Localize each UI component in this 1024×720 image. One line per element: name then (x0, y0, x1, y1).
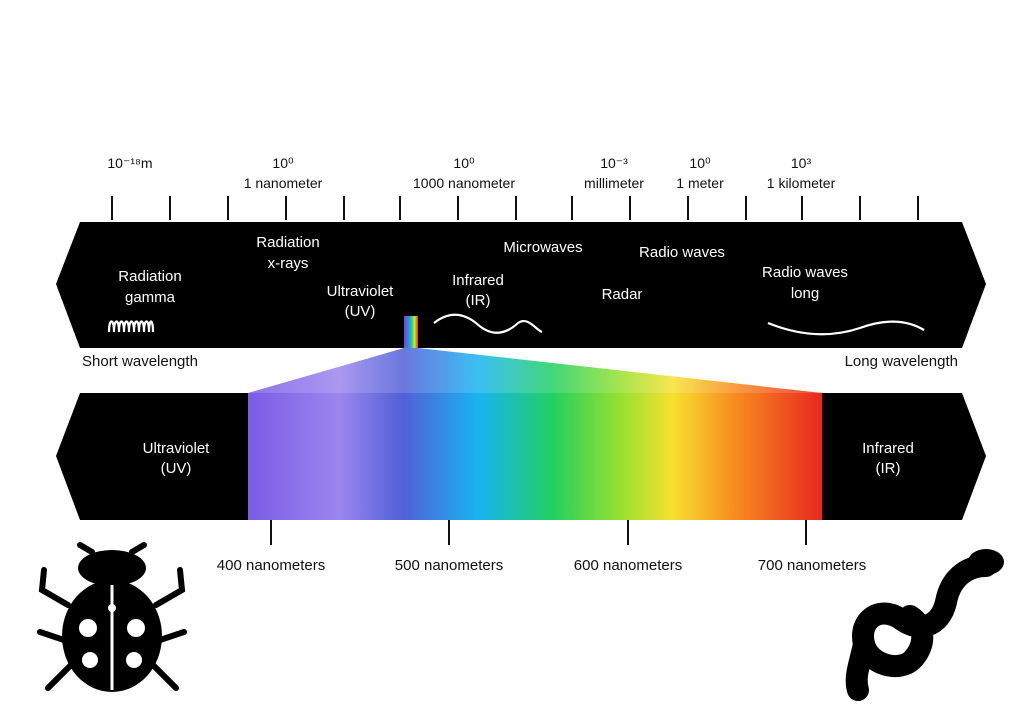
gamma-wave-icon (107, 320, 155, 333)
radar-label: Radar (602, 286, 643, 303)
scale-label-4-unit: millimeter (584, 175, 644, 191)
gamma-label-2: gamma (125, 289, 176, 306)
gamma-label-1: Radiation (118, 268, 181, 285)
radio-waves-label: Radio waves (639, 244, 725, 261)
scale-label-2-unit: 1 nanometer (244, 175, 323, 191)
scale-label-3-unit: 1000 nanometer (413, 175, 515, 191)
scale-label-6-exp: 10³ (791, 155, 812, 171)
radio-wave-icon (767, 320, 925, 336)
ir-label-1: Infrared (452, 272, 504, 289)
radio-long-label-2: long (791, 285, 819, 302)
visible-strip (404, 316, 418, 348)
tick-600-label: 600 nanometers (574, 557, 682, 574)
short-wavelength-label: Short wavelength (82, 353, 198, 370)
spectrum-band (56, 222, 986, 348)
uv-label-2: (UV) (345, 303, 376, 320)
visible-uv-label-2: (UV) (161, 460, 192, 477)
xray-label-2: x-rays (268, 255, 309, 272)
tick-500-label: 500 nanometers (395, 557, 503, 574)
ir-wave-icon (433, 313, 543, 334)
tick-400-label: 400 nanometers (217, 557, 325, 574)
scale-label-3-exp: 10⁰ (453, 155, 475, 171)
scale-label-2-exp: 10⁰ (272, 155, 294, 171)
radio-long-label-1: Radio waves (762, 264, 848, 281)
scale-label-1: 10⁻¹⁸m (107, 155, 152, 171)
ladybug-icon (37, 542, 187, 692)
visible-ir-label-1: Infrared (862, 440, 914, 457)
long-wavelength-label: Long wavelength (845, 353, 958, 370)
scale-label-5-exp: 10⁰ (689, 155, 711, 171)
uv-label-1: Ultraviolet (327, 283, 395, 300)
microwaves-label: Microwaves (503, 239, 582, 256)
nanometer-ticks (270, 520, 807, 545)
visible-ir-label-2: (IR) (876, 460, 901, 477)
scale-ticks (111, 196, 919, 220)
scale-label-6-unit: 1 kilometer (767, 175, 836, 191)
snake-icon (845, 549, 1004, 701)
ir-label-2: (IR) (466, 292, 491, 309)
visible-spectrum (248, 393, 822, 520)
scale-label-5-unit: 1 meter (676, 175, 724, 191)
spectrum-fan (248, 348, 822, 393)
tick-700-label: 700 nanometers (758, 557, 866, 574)
visible-uv-label-1: Ultraviolet (143, 440, 211, 457)
scale-label-4-exp: 10⁻³ (600, 155, 628, 171)
xray-label-1: Radiation (256, 234, 319, 251)
